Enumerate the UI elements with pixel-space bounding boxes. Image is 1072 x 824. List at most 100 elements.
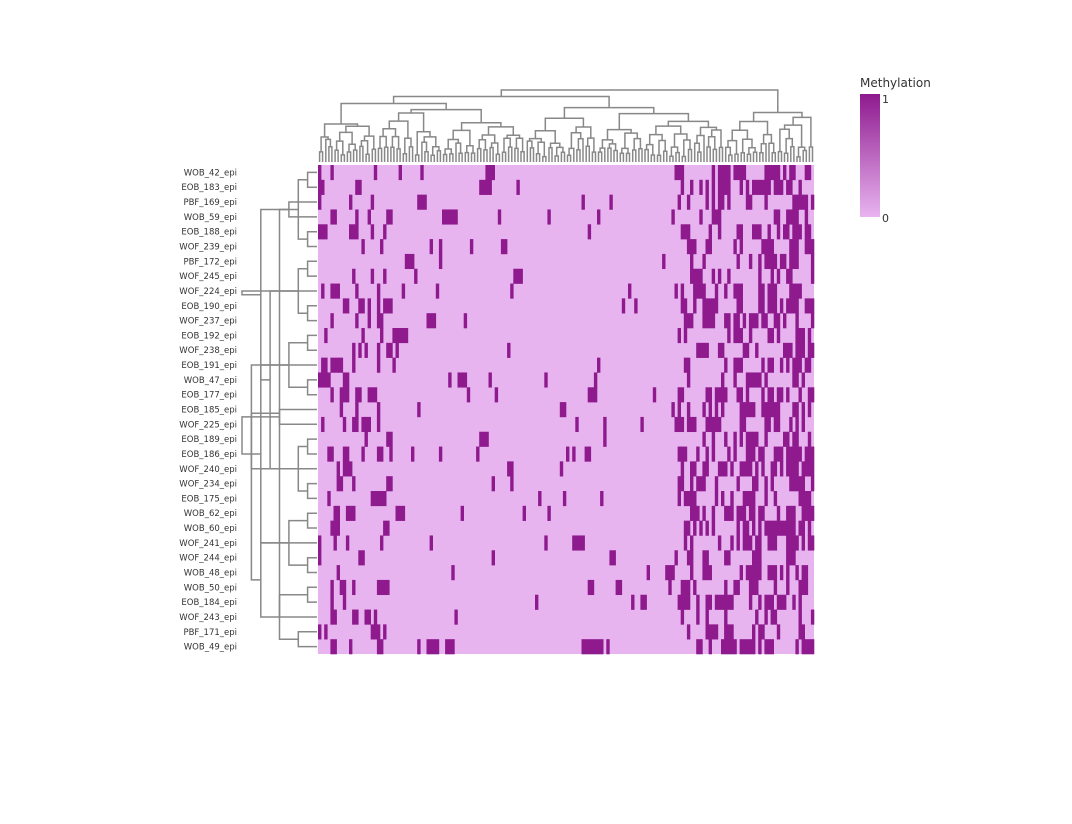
- heatmap-cell: [727, 194, 731, 210]
- heatmap-cell: [476, 446, 480, 462]
- heatmap-cell: [318, 624, 322, 640]
- heatmap-cell: [417, 639, 421, 655]
- heatmap-cell: [373, 165, 378, 181]
- heatmap-cell: [355, 179, 362, 195]
- column-dendrogram-link: [568, 147, 575, 162]
- heatmap-cell: [355, 209, 359, 225]
- heatmap-cell: [736, 476, 740, 492]
- heatmap-cell: [798, 491, 812, 507]
- heatmap-cell: [724, 357, 728, 373]
- heatmap-cell: [776, 268, 781, 284]
- heatmap-cell: [758, 446, 765, 462]
- heatmap-cell: [680, 224, 691, 240]
- heatmap-cell: [392, 328, 409, 344]
- heatmap-cell: [758, 624, 765, 640]
- heatmap-cell: [547, 209, 551, 225]
- column-dendrogram-link: [390, 146, 395, 162]
- heatmap-cell: [566, 446, 570, 462]
- column-dendrogram-link: [507, 146, 513, 162]
- heatmap-cell: [714, 402, 719, 418]
- column-dendrogram-link: [779, 128, 790, 152]
- column-dendrogram-link: [371, 148, 377, 162]
- heatmap-cell: [680, 283, 685, 299]
- row-dendrogram-link: [306, 230, 317, 248]
- heatmap-cell: [414, 268, 418, 284]
- heatmap-cell: [321, 283, 325, 299]
- heatmap-cell: [677, 491, 681, 507]
- heatmap-cell: [792, 357, 802, 373]
- heatmap-cell: [795, 565, 799, 581]
- heatmap-cell: [699, 209, 703, 225]
- heatmap-cell: [739, 416, 747, 433]
- heatmap-cell: [708, 639, 712, 655]
- heatmap-cell: [727, 328, 731, 344]
- heatmap-cell: [376, 357, 381, 373]
- heatmap-cell: [324, 624, 328, 640]
- heatmap-cell: [733, 165, 747, 181]
- heatmap-cell: [783, 431, 790, 447]
- heatmap-cell: [674, 165, 685, 181]
- column-dendrogram-link: [777, 150, 783, 162]
- heatmap-cell: [693, 283, 706, 299]
- column-dendrogram-link: [325, 138, 332, 162]
- heatmap-cell: [438, 239, 443, 255]
- heatmap-cell: [752, 624, 756, 640]
- heatmap-cell: [646, 565, 650, 581]
- heatmap-cell: [383, 520, 390, 536]
- heatmap-cell: [758, 505, 765, 521]
- heatmap-cell: [677, 446, 688, 462]
- heatmap-cell: [358, 550, 365, 566]
- heatmap-cell: [352, 357, 356, 373]
- heatmap-cell: [786, 298, 799, 314]
- heatmap-cell: [724, 550, 731, 566]
- heatmap-cell: [736, 505, 747, 521]
- heatmap-cell: [764, 165, 781, 181]
- row-dendrogram-link: [250, 364, 317, 581]
- heatmap-cell: [711, 165, 716, 181]
- heatmap-cell: [575, 416, 579, 433]
- heatmap-cell: [370, 624, 381, 640]
- heatmap-cell: [702, 461, 709, 477]
- heatmap-cell: [491, 550, 495, 566]
- column-dendrogram-link: [768, 142, 775, 162]
- heatmap-cell: [584, 446, 592, 462]
- heatmap-cell: [376, 298, 381, 314]
- column-dendrogram-link: [734, 153, 739, 162]
- colorbar-tick-max: 1: [882, 93, 889, 106]
- heatmap-cell: [798, 179, 802, 195]
- heatmap-cell: [752, 476, 759, 492]
- heatmap-cell: [752, 224, 762, 240]
- row-label: WOF_239_epi: [179, 243, 237, 253]
- heatmap-cell: [721, 372, 725, 388]
- heatmap-cell: [736, 253, 740, 270]
- heatmap-cell: [352, 579, 356, 596]
- heatmap-cell: [702, 313, 716, 329]
- heatmap-cell: [674, 550, 678, 566]
- heatmap-cell: [764, 609, 768, 625]
- heatmap-cell: [339, 579, 347, 596]
- heatmap-cell: [711, 446, 716, 462]
- heatmap-cell: [330, 313, 334, 329]
- heatmap-cell: [739, 179, 743, 195]
- heatmap-cell: [330, 639, 337, 655]
- heatmap-cell: [327, 446, 334, 462]
- heatmap-cell: [724, 313, 731, 329]
- heatmap-cell: [547, 505, 551, 521]
- heatmap-cell: [404, 253, 415, 270]
- heatmap-cell: [807, 520, 812, 536]
- heatmap-cell: [717, 179, 731, 195]
- heatmap-cell: [807, 328, 812, 344]
- heatmap-cell: [361, 328, 365, 344]
- heatmap-cell: [776, 328, 781, 344]
- heatmap-cell: [767, 565, 778, 581]
- heatmap-cell: [665, 565, 675, 581]
- heatmap-cell: [776, 505, 781, 521]
- heatmap-cell: [739, 431, 743, 447]
- heatmap-cell: [497, 209, 502, 225]
- heatmap-cell: [562, 491, 567, 507]
- heatmap-cell: [733, 328, 743, 344]
- row-label: EOB_186_epi: [181, 450, 237, 460]
- heatmap-cell: [792, 194, 809, 210]
- heatmap-cell: [426, 639, 440, 655]
- heatmap-cell: [677, 328, 681, 344]
